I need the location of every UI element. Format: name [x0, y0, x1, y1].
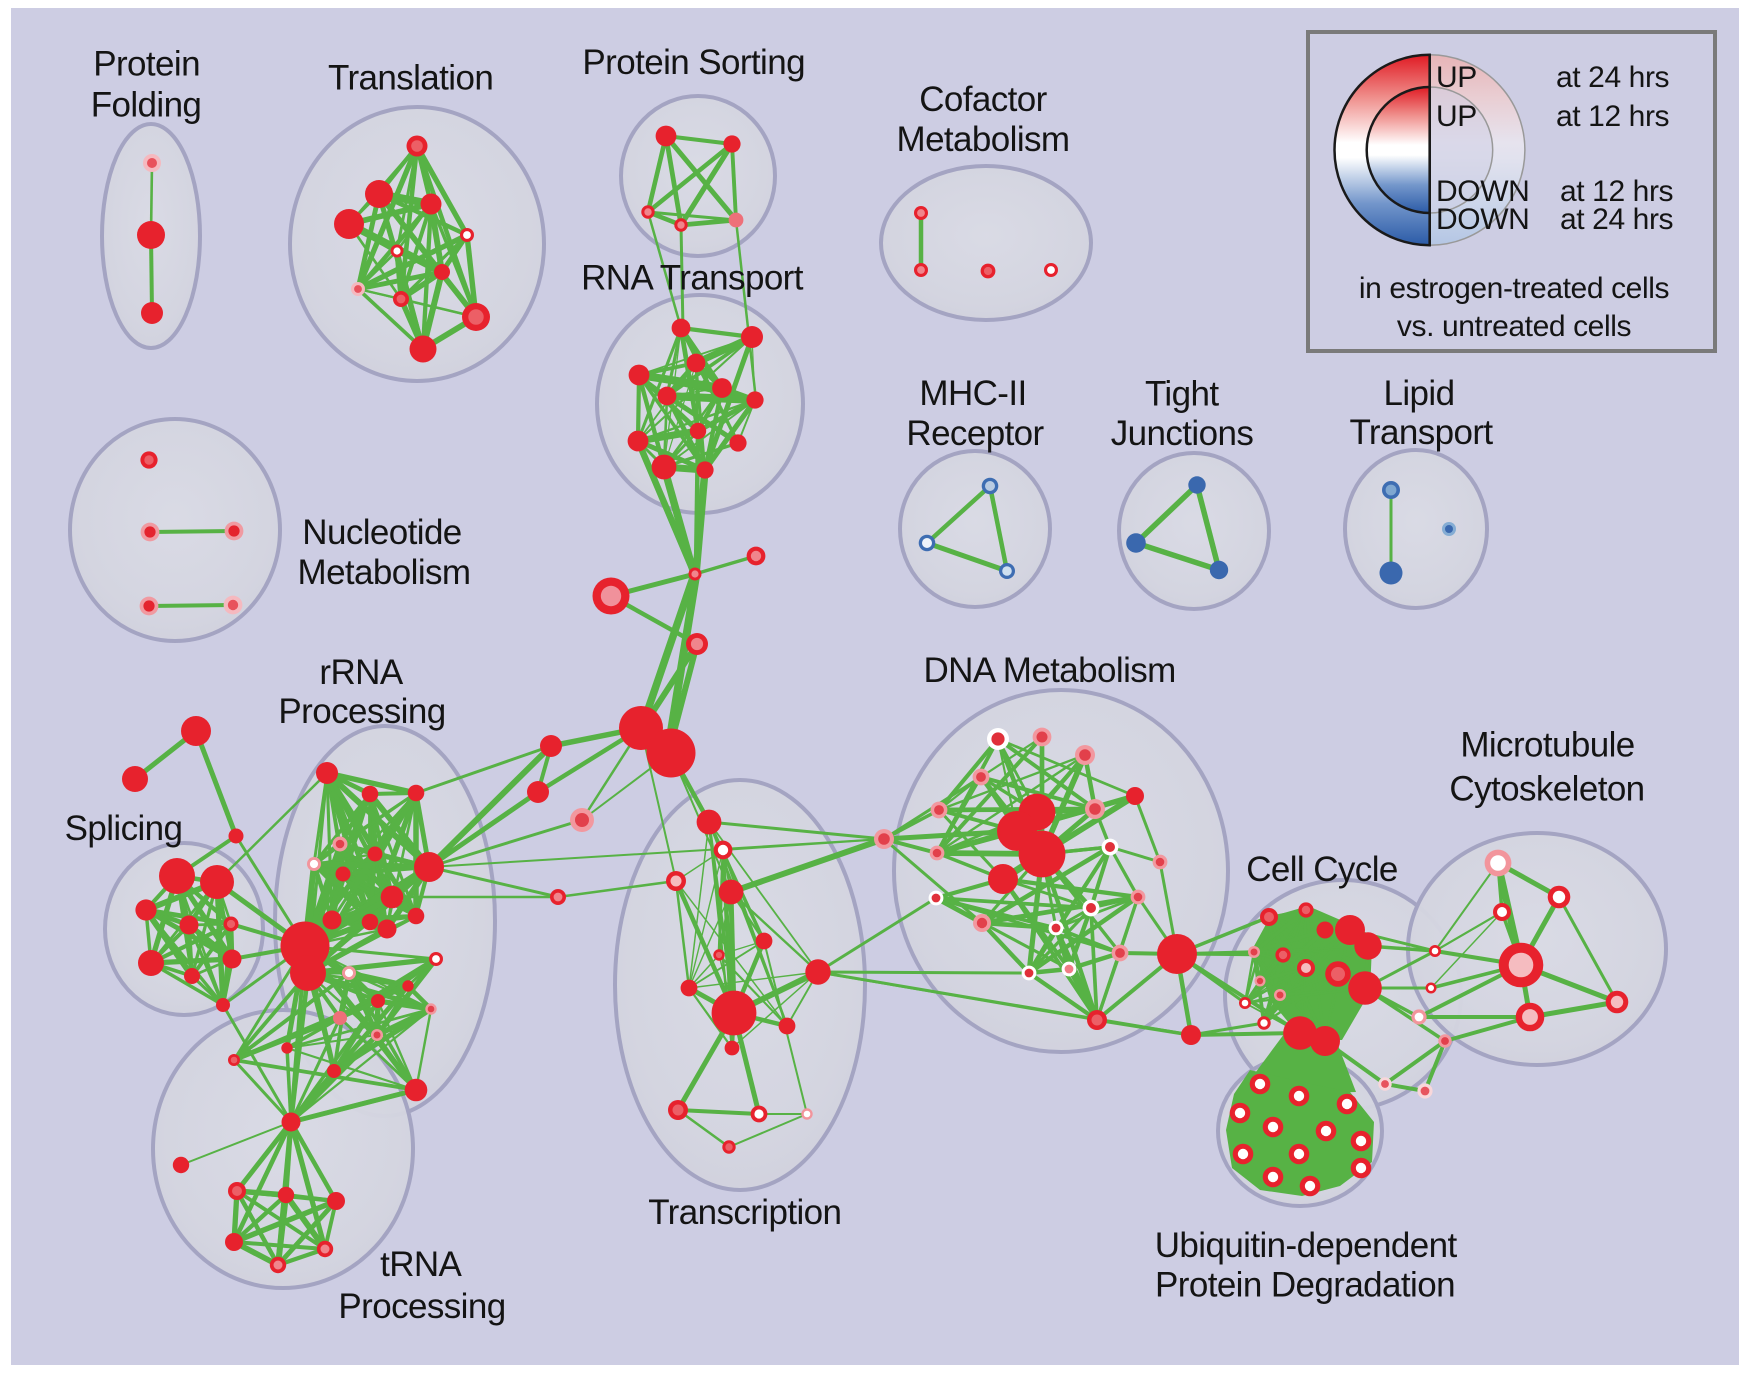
- svg-text:rRNA: rRNA: [319, 653, 403, 692]
- svg-text:Folding: Folding: [91, 85, 202, 124]
- svg-text:Metabolism: Metabolism: [298, 553, 471, 592]
- svg-text:Processing: Processing: [338, 1287, 505, 1326]
- svg-text:Metabolism: Metabolism: [897, 120, 1070, 159]
- svg-text:DOWN: DOWN: [1436, 203, 1529, 236]
- svg-text:Lipid: Lipid: [1384, 374, 1455, 413]
- svg-text:Tight: Tight: [1145, 374, 1219, 413]
- svg-text:UP: UP: [1436, 61, 1477, 94]
- svg-text:DOWN: DOWN: [1436, 175, 1529, 208]
- svg-text:tRNA: tRNA: [380, 1245, 462, 1284]
- svg-text:Ubiquitin-dependent: Ubiquitin-dependent: [1155, 1226, 1458, 1265]
- svg-text:Transport: Transport: [1349, 413, 1493, 452]
- svg-text:Transcription: Transcription: [648, 1193, 841, 1232]
- svg-text:DNA Metabolism: DNA Metabolism: [923, 651, 1175, 690]
- svg-text:in estrogen-treated cells: in estrogen-treated cells: [1359, 272, 1669, 305]
- svg-text:Splicing: Splicing: [65, 809, 183, 848]
- svg-text:at 24 hrs: at 24 hrs: [1560, 203, 1673, 236]
- svg-text:Processing: Processing: [278, 692, 445, 731]
- svg-text:MHC-II: MHC-II: [919, 374, 1026, 413]
- svg-text:vs. untreated cells: vs. untreated cells: [1397, 310, 1631, 343]
- svg-text:Protein Sorting: Protein Sorting: [582, 43, 805, 82]
- svg-text:Protein Degradation: Protein Degradation: [1155, 1265, 1455, 1304]
- svg-text:Protein: Protein: [93, 45, 200, 84]
- svg-text:Cytoskeleton: Cytoskeleton: [1449, 769, 1644, 808]
- svg-text:at 12 hrs: at 12 hrs: [1560, 175, 1673, 208]
- svg-text:RNA Transport: RNA Transport: [581, 258, 804, 297]
- svg-text:Nucleotide: Nucleotide: [302, 513, 461, 552]
- svg-text:Cell Cycle: Cell Cycle: [1246, 850, 1398, 889]
- svg-text:Translation: Translation: [328, 58, 493, 97]
- svg-text:Cofactor: Cofactor: [919, 80, 1047, 119]
- svg-text:at 24 hrs: at 24 hrs: [1556, 61, 1669, 94]
- svg-text:Microtubule: Microtubule: [1460, 726, 1634, 765]
- svg-text:Receptor: Receptor: [906, 414, 1044, 453]
- svg-text:at 12 hrs: at 12 hrs: [1556, 100, 1669, 133]
- svg-text:Junctions: Junctions: [1111, 414, 1254, 453]
- svg-text:UP: UP: [1436, 100, 1477, 133]
